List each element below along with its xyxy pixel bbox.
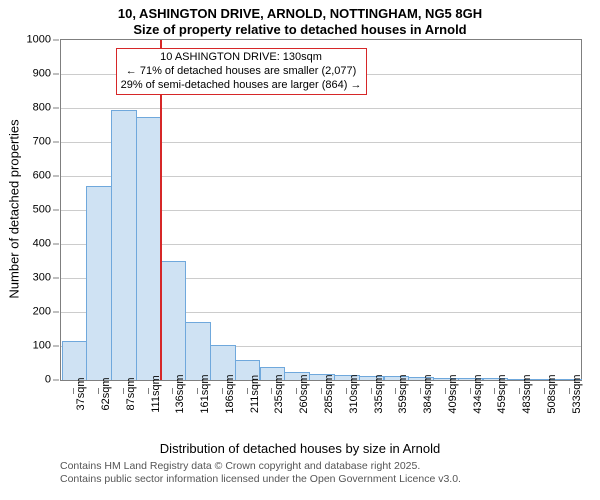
attribution-line1: Contains HM Land Registry data © Crown c… [60,460,600,473]
x-tick-label: 285sqm [321,374,335,413]
chart-container: Number of detached properties 0100200300… [0,39,600,439]
x-tick-label: 37sqm [73,377,87,410]
y-tick: 100 [53,345,61,346]
x-tick-label: 260sqm [296,374,310,413]
x-tick-label: 335sqm [371,374,385,413]
y-tick-label: 900 [33,68,51,80]
histogram-bar [111,110,137,380]
gridline [61,108,581,109]
y-tick: 800 [53,107,61,108]
x-tick-label: 359sqm [395,374,409,413]
x-tick-label: 483sqm [519,374,533,413]
histogram-bar [161,261,187,379]
y-tick: 600 [53,175,61,176]
y-tick: 0 [53,379,61,380]
y-tick-label: 600 [33,170,51,182]
x-tick-label: 161sqm [197,374,211,413]
y-tick-label: 800 [33,102,51,114]
x-tick-label: 87sqm [123,377,137,410]
y-tick-label: 200 [33,306,51,318]
y-tick: 900 [53,73,61,74]
annotation-line3: 29% of semi-detached houses are larger (… [121,79,362,93]
x-tick-label: 508sqm [544,374,558,413]
x-tick-label: 533sqm [569,374,583,413]
histogram-bar [86,186,112,379]
chart-title-block: 10, ASHINGTON DRIVE, ARNOLD, NOTTINGHAM,… [0,0,600,39]
histogram-bar [185,322,211,379]
histogram-bar [62,341,88,379]
y-tick: 400 [53,243,61,244]
x-tick-label: 434sqm [470,374,484,413]
y-tick-label: 500 [33,204,51,216]
y-tick: 1000 [53,39,61,40]
y-tick: 500 [53,209,61,210]
x-tick-label: 409sqm [445,374,459,413]
y-tick-label: 700 [33,136,51,148]
chart-title-line2: Size of property relative to detached ho… [0,22,600,38]
chart-title-line1: 10, ASHINGTON DRIVE, ARNOLD, NOTTINGHAM,… [0,6,600,22]
y-tick-label: 400 [33,238,51,250]
attribution-block: Contains HM Land Registry data © Crown c… [0,456,600,486]
x-tick-label: 62sqm [98,377,112,410]
x-tick-label: 186sqm [222,374,236,413]
attribution-line2: Contains public sector information licen… [60,473,600,486]
y-tick-label: 100 [33,340,51,352]
x-tick-label: 111sqm [148,375,162,413]
histogram-bar [136,117,162,380]
x-tick-label: 310sqm [346,374,360,413]
y-tick: 300 [53,277,61,278]
x-tick-label: 459sqm [494,374,508,413]
x-tick-label: 384sqm [420,374,434,413]
annotation-line2: ← 71% of detached houses are smaller (2,… [121,65,362,79]
y-tick: 700 [53,141,61,142]
x-tick-label: 136sqm [172,374,186,413]
x-tick-label: 211sqm [247,374,261,412]
x-axis-label: Distribution of detached houses by size … [0,441,600,456]
y-axis-label: Number of detached properties [7,119,22,298]
plot-area: 0100200300400500600700800900100037sqm62s… [60,39,582,381]
y-tick-label: 300 [33,272,51,284]
y-tick-label: 1000 [27,34,51,46]
annotation-line1: 10 ASHINGTON DRIVE: 130sqm [121,51,362,65]
y-tick-label: 0 [45,374,51,386]
y-tick: 200 [53,311,61,312]
x-tick-label: 235sqm [271,374,285,413]
annotation-box: 10 ASHINGTON DRIVE: 130sqm← 71% of detac… [116,48,367,95]
